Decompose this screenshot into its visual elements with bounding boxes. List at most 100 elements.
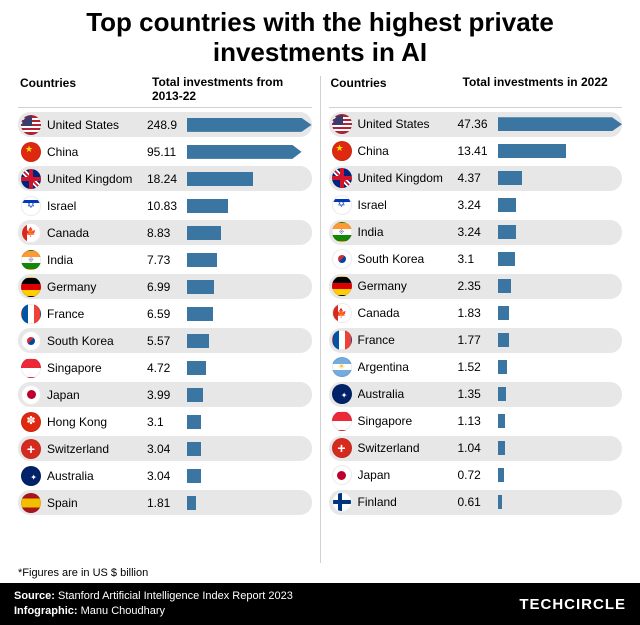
- value-label: 3.04: [147, 442, 187, 456]
- bar: [498, 468, 504, 482]
- value-label: 3.1: [458, 252, 498, 266]
- country-name: Japan: [47, 388, 147, 402]
- col-headers: Countries Total investments from 2013-22: [18, 76, 312, 109]
- infographic-value: Manu Choudhary: [81, 605, 165, 617]
- bar-wrap: [187, 280, 312, 294]
- col-headers: Countries Total investments in 2022: [329, 76, 623, 108]
- table-row: Israel10.83: [18, 193, 312, 218]
- infographic-page: Top countries with the highest private i…: [0, 0, 640, 625]
- bar: [498, 441, 505, 455]
- country-name: United Kingdom: [47, 172, 147, 186]
- bar-wrap: [498, 144, 623, 158]
- bar: [187, 388, 203, 402]
- flag-icon: [332, 357, 352, 377]
- flag-icon: [21, 115, 41, 135]
- flag-icon: [332, 222, 352, 242]
- bar-wrap: [498, 171, 623, 185]
- table-row: Finland0.61: [329, 490, 623, 515]
- flag-icon: [332, 492, 352, 512]
- bar-wrap: [498, 387, 623, 401]
- infographic-line: Infographic: Manu Choudhary: [14, 604, 293, 619]
- flag-icon: [332, 114, 352, 134]
- header-value-left: Total investments from 2013-22: [148, 76, 312, 104]
- bar: [498, 306, 509, 320]
- table-row: Switzerland1.04: [329, 436, 623, 461]
- bar: [187, 361, 206, 375]
- bar-wrap: [187, 334, 312, 348]
- tables-container: Countries Total investments from 2013-22…: [0, 72, 640, 566]
- bar: [498, 171, 523, 185]
- flag-icon: [21, 196, 41, 216]
- flag-icon: [21, 223, 41, 243]
- bar: [187, 172, 253, 186]
- bar: [187, 199, 228, 213]
- table-row: South Korea5.57: [18, 328, 312, 353]
- country-name: Canada: [358, 306, 458, 320]
- bar-wrap: [498, 117, 623, 131]
- bar-wrap: [498, 225, 623, 239]
- value-label: 248.9: [147, 118, 187, 132]
- table-row: United States248.9: [18, 112, 312, 137]
- bar-wrap: [498, 441, 623, 455]
- bar-wrap: [498, 306, 623, 320]
- flag-icon: [332, 465, 352, 485]
- country-name: Japan: [358, 468, 458, 482]
- value-label: 1.04: [458, 441, 498, 455]
- bar: [498, 225, 517, 239]
- flag-icon: [332, 303, 352, 323]
- country-name: Finland: [358, 495, 458, 509]
- bar: [187, 226, 221, 240]
- source-line: Source: Stanford Artificial Intelligence…: [14, 589, 293, 604]
- table-row: United States47.36: [329, 112, 623, 137]
- bar-wrap: [498, 468, 623, 482]
- bar: [498, 387, 507, 401]
- flag-icon: [332, 411, 352, 431]
- table-row: Japan0.72: [329, 463, 623, 488]
- bar-wrap: [187, 388, 312, 402]
- bar-wrap: [187, 226, 312, 240]
- country-name: Germany: [47, 280, 147, 294]
- bar: [498, 198, 517, 212]
- country-name: Singapore: [47, 361, 147, 375]
- table-row: United Kingdom4.37: [329, 166, 623, 191]
- flag-icon: [21, 331, 41, 351]
- flag-icon: [332, 276, 352, 296]
- bar-wrap: [498, 333, 623, 347]
- country-name: France: [358, 333, 458, 347]
- flag-icon: [332, 195, 352, 215]
- value-label: 0.61: [458, 495, 498, 509]
- table-row: France6.59: [18, 301, 312, 326]
- bar-wrap: [498, 198, 623, 212]
- value-label: 47.36: [458, 117, 498, 131]
- country-name: South Korea: [47, 334, 147, 348]
- footer: Source: Stanford Artificial Intelligence…: [0, 583, 640, 625]
- bar-wrap: [498, 360, 623, 374]
- bar: [187, 307, 213, 321]
- bar-wrap: [498, 414, 623, 428]
- value-label: 5.57: [147, 334, 187, 348]
- value-label: 1.52: [458, 360, 498, 374]
- bar: [498, 279, 512, 293]
- bar-wrap: [498, 252, 623, 266]
- value-label: 6.59: [147, 307, 187, 321]
- value-label: 10.83: [147, 199, 187, 213]
- value-label: 6.99: [147, 280, 187, 294]
- footer-credits: Source: Stanford Artificial Intelligence…: [14, 589, 293, 619]
- country-name: Hong Kong: [47, 415, 147, 429]
- bar-wrap: [187, 145, 312, 159]
- flag-icon: [21, 385, 41, 405]
- bar: [187, 442, 201, 456]
- bar: [187, 280, 214, 294]
- value-label: 4.72: [147, 361, 187, 375]
- country-name: United Kingdom: [358, 171, 458, 185]
- value-label: 3.24: [458, 198, 498, 212]
- value-label: 3.99: [147, 388, 187, 402]
- source-label: Source:: [14, 590, 55, 602]
- value-label: 1.81: [147, 496, 187, 510]
- bar-wrap: [187, 172, 312, 186]
- country-name: Germany: [358, 279, 458, 293]
- table-row: France1.77: [329, 328, 623, 353]
- country-name: Switzerland: [358, 441, 458, 455]
- flag-icon: [21, 412, 41, 432]
- bar-wrap: [187, 469, 312, 483]
